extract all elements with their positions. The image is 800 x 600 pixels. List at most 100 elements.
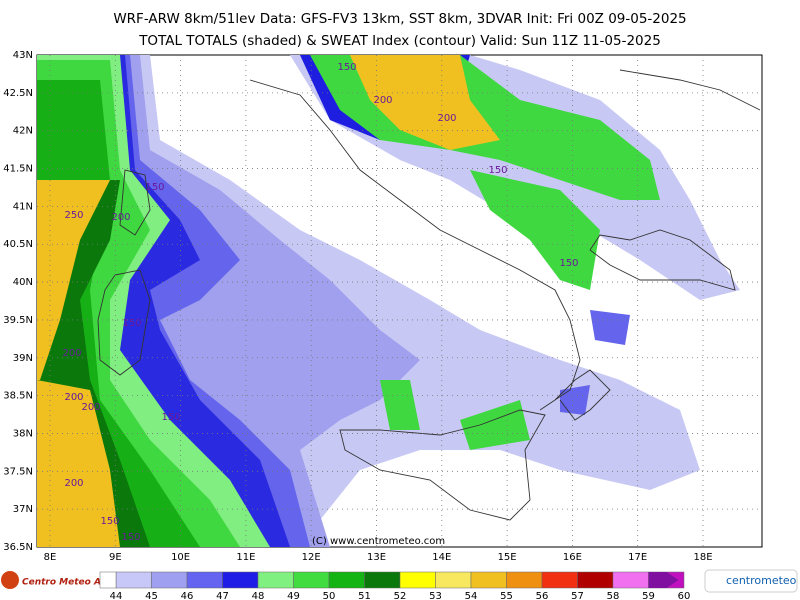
colorbar-tick-label: 45 xyxy=(145,591,158,600)
shade-46 xyxy=(560,310,630,415)
colorbar-arrow xyxy=(648,572,679,588)
lon-label: 9E xyxy=(109,552,122,563)
colorbar-swatch xyxy=(435,571,472,589)
contour-label: 150 xyxy=(145,182,164,193)
colorbar-tick-label: 52 xyxy=(394,591,407,600)
colorbar-swatch xyxy=(186,571,223,589)
colorbar-swatch xyxy=(364,571,401,589)
lat-label: 40.5N xyxy=(3,239,33,250)
contour-label: 250 xyxy=(64,210,83,221)
labels: 43N 42.5N 42N 41.5N 41N 40.5N 40N 39.5N 39N 38.5N… xyxy=(3,50,712,563)
colorbar-swatch xyxy=(293,571,330,589)
colorbar-tick-label: 51 xyxy=(358,591,371,600)
coast-sicily xyxy=(339,409,546,521)
logo-text: Centro Meteo Aquilano xyxy=(22,578,139,588)
lon-label: 18E xyxy=(693,552,712,563)
lat-label: 37.5N xyxy=(3,466,33,477)
contour-label: 200 xyxy=(64,392,83,403)
shaded-field xyxy=(37,55,740,547)
lat-label: 38.5N xyxy=(3,391,33,402)
contour-label: 150 xyxy=(121,532,140,543)
lon-label: 15E xyxy=(498,552,517,563)
colorbar-swatch xyxy=(222,571,259,589)
colorbar-tick-label: 53 xyxy=(429,591,442,600)
colorbar-tick-label: 60 xyxy=(678,591,691,600)
colorbar-tick-label: 46 xyxy=(181,591,194,600)
contour-label: 200 xyxy=(373,95,392,106)
shade-49 xyxy=(470,170,600,290)
contour-label: 150 xyxy=(100,516,119,527)
logo-icon xyxy=(1,571,19,589)
contour-label: 200 xyxy=(81,402,100,413)
shade-54 xyxy=(37,180,120,547)
lon-label: 10E xyxy=(171,552,190,563)
lat-label: 36.5N xyxy=(3,542,33,553)
contour-label: 150 xyxy=(488,165,507,176)
contour-label: 150 xyxy=(122,318,141,329)
contour-label: 150 xyxy=(337,62,356,73)
shade-49 xyxy=(380,380,530,450)
lat-label: 39N xyxy=(13,353,33,364)
coastlines xyxy=(97,69,761,521)
colorbar-swatch xyxy=(115,571,152,589)
contour-label: 200 xyxy=(64,478,83,489)
coast-corsica xyxy=(119,169,151,236)
colorbar-swatch xyxy=(151,571,188,589)
contour-label: 200 xyxy=(111,212,130,223)
colorbar-tick-label: 54 xyxy=(465,591,478,600)
coast-sardinia xyxy=(97,269,151,376)
colorbar-swatch xyxy=(328,571,365,589)
colorbar-tick-label: 47 xyxy=(216,591,229,600)
colorbar-lead xyxy=(99,571,117,589)
lon-label: 8E xyxy=(44,552,57,563)
graticule xyxy=(37,55,762,547)
colorbar-swatch xyxy=(506,571,543,589)
header-title: WRF-ARW 8km/51lev Data: GFS-FV3 13km, SS… xyxy=(113,11,686,27)
colorbar-swatch xyxy=(541,571,578,589)
lat-label: 42N xyxy=(13,126,33,137)
colorbar-tick-label: 55 xyxy=(500,591,513,600)
colorbar-tick-label: 49 xyxy=(287,591,300,600)
colorbar-tick-label: 48 xyxy=(252,591,265,600)
lat-label: 39.5N xyxy=(3,315,33,326)
colorbar-tick-label: 57 xyxy=(571,591,584,600)
shade-54 xyxy=(350,55,500,150)
colorbar-swatch xyxy=(577,571,614,589)
colorbar-tick-label: 58 xyxy=(607,591,620,600)
colorbar-tick-label: 56 xyxy=(536,591,549,600)
lat-label: 38N xyxy=(13,428,33,439)
contour-label: 200 xyxy=(62,348,81,359)
lat-label: 37N xyxy=(13,504,33,515)
right-logo: centrometeo xyxy=(704,569,798,593)
colorbar-tick-label: 59 xyxy=(642,591,655,600)
lat-label: 41.5N xyxy=(3,164,33,175)
colorbar: 44 45 46 47 48 49 50 51 52 53 54 55 56 57 58 59 60 xyxy=(99,571,691,600)
lat-label: 43N xyxy=(13,50,33,61)
logo-text: centrometeo xyxy=(726,574,797,587)
header-subtitle: TOTAL TOTALS (shaded) & SWEAT Index (con… xyxy=(138,33,661,49)
coast-balkans xyxy=(619,69,761,111)
logo-box xyxy=(704,569,798,593)
coast-apulia xyxy=(589,229,736,291)
lat-label: 42.5N xyxy=(3,88,33,99)
lat-label: 41N xyxy=(13,201,33,212)
colorbar-swatch xyxy=(612,571,649,589)
lat-label: 40N xyxy=(13,277,33,288)
colorbar-swatch xyxy=(257,571,294,589)
contour-label: 150 xyxy=(161,412,180,423)
colorbar-swatch xyxy=(470,571,507,589)
copyright: (C) www.centrometeo.com xyxy=(312,536,445,547)
contour-label: 150 xyxy=(559,258,578,269)
colorbar-swatch xyxy=(399,571,436,589)
lon-label: 13E xyxy=(367,552,386,563)
lon-label: 12E xyxy=(302,552,321,563)
lon-label: 16E xyxy=(563,552,582,563)
lon-label: 11E xyxy=(236,552,255,563)
coast-italy xyxy=(249,79,611,421)
colorbar-tick-label: 44 xyxy=(110,591,123,600)
colorbar-tick-label: 50 xyxy=(323,591,336,600)
contour-label: 200 xyxy=(437,113,456,124)
lon-label: 14E xyxy=(432,552,451,563)
left-logo: Centro Meteo Aquilano xyxy=(1,571,139,589)
